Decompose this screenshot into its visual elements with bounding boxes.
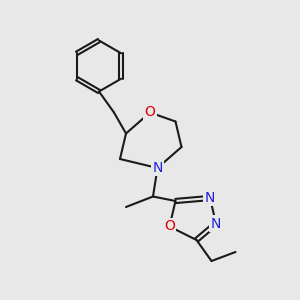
Text: N: N	[152, 161, 163, 175]
Text: N: N	[205, 191, 215, 205]
Text: O: O	[145, 106, 155, 119]
Text: O: O	[164, 220, 175, 233]
Text: N: N	[211, 217, 221, 230]
